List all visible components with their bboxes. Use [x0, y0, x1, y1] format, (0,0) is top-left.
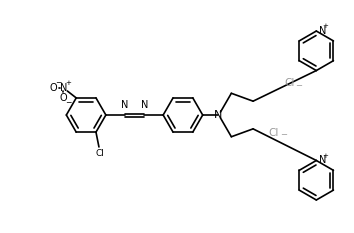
Text: N: N [141, 99, 148, 110]
Text: O: O [59, 93, 67, 103]
Text: N: N [319, 155, 327, 165]
Text: Cl: Cl [269, 128, 279, 138]
Text: Cl: Cl [285, 78, 295, 88]
Text: N: N [121, 99, 129, 110]
Text: −: − [296, 81, 303, 90]
Text: +: + [65, 80, 71, 86]
Text: O: O [50, 83, 57, 93]
Text: N: N [60, 83, 67, 93]
Text: N: N [214, 110, 223, 120]
Text: −: − [65, 98, 72, 107]
Text: −: − [55, 79, 62, 88]
Text: −: − [280, 130, 287, 139]
Text: +: + [322, 153, 328, 158]
Text: Cl: Cl [96, 149, 104, 158]
Text: N: N [319, 26, 327, 36]
Text: +: + [322, 23, 328, 29]
